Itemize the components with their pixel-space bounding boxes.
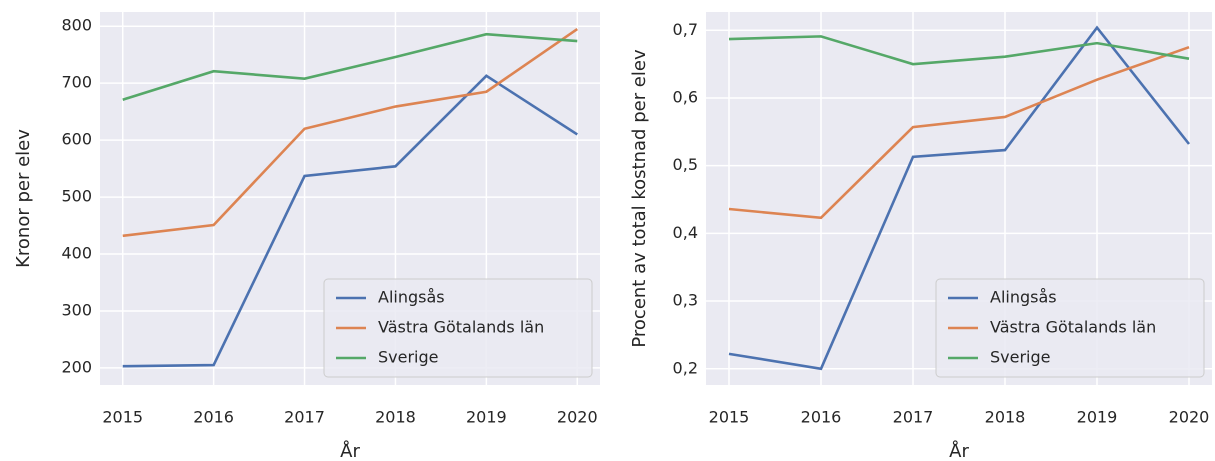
line (122, 28, 579, 238)
legend-label: Sverige (990, 348, 1051, 367)
legend-box (323, 278, 593, 378)
legend-box (935, 278, 1205, 378)
y-tick-label: 400 (61, 244, 92, 263)
legend-label: Alingsås (990, 288, 1057, 307)
chart: 0,2 0,3 0,4 0,5 0,6 0,7 2015 2016 2017 2018 2019 20… (629, 12, 1212, 461)
legend-label: Västra Götalands län (990, 318, 1156, 337)
x-tick-label: 2018 (985, 408, 1026, 427)
y-axis-label: Kronor per elev (13, 129, 34, 268)
y-tick-label: 800 (61, 16, 92, 35)
x-tick-label: 2019 (1077, 408, 1118, 427)
y-tick-label: 500 (61, 187, 92, 206)
x-tick-label: 2017 (284, 408, 325, 427)
y-axis-label: Procent av total kostnad per elev (629, 49, 650, 348)
line (122, 32, 578, 101)
y-tick-label: 600 (61, 130, 92, 149)
y-tick-label: 0,2 (673, 358, 698, 377)
y-tick-label: 0,3 (673, 291, 698, 310)
x-tick-label: 2020 (1169, 408, 1210, 427)
legend-label: Västra Götalands län (378, 318, 544, 337)
chart: 200 300 400 500 600 700 800 2015 2016 2017 2018 201… (13, 12, 600, 461)
y-tick-label: 300 (61, 300, 92, 319)
x-tick-label: 2016 (193, 408, 234, 427)
legend-label: Sverige (378, 348, 439, 367)
x-axis-label: År (949, 440, 969, 461)
x-tick-label: 2018 (375, 408, 416, 427)
x-tick-label: 2015 (709, 408, 750, 427)
x-tick-label: 2017 (893, 408, 934, 427)
line (728, 45, 1190, 220)
legend: Alingsås Västra Götalands län Sverige (935, 278, 1205, 378)
y-tick-label: 0,4 (673, 223, 698, 242)
x-tick-label: 2020 (557, 408, 598, 427)
y-tick-label: 0,5 (673, 155, 698, 174)
x-tick-label: 2016 (801, 408, 842, 427)
legend: Alingsås Västra Götalands län Sverige (323, 278, 593, 378)
line (122, 74, 578, 368)
line (728, 35, 1190, 66)
x-tick-label: 2015 (102, 408, 143, 427)
y-tick-label: 700 (61, 73, 92, 92)
x-tick-label: 2019 (466, 408, 507, 427)
y-tick-label: 0,6 (673, 87, 698, 106)
y-tick-label: 200 (61, 357, 92, 376)
x-axis-label: År (340, 440, 360, 461)
y-tick-label: 0,7 (673, 20, 698, 39)
legend-label: Alingsås (378, 288, 445, 307)
